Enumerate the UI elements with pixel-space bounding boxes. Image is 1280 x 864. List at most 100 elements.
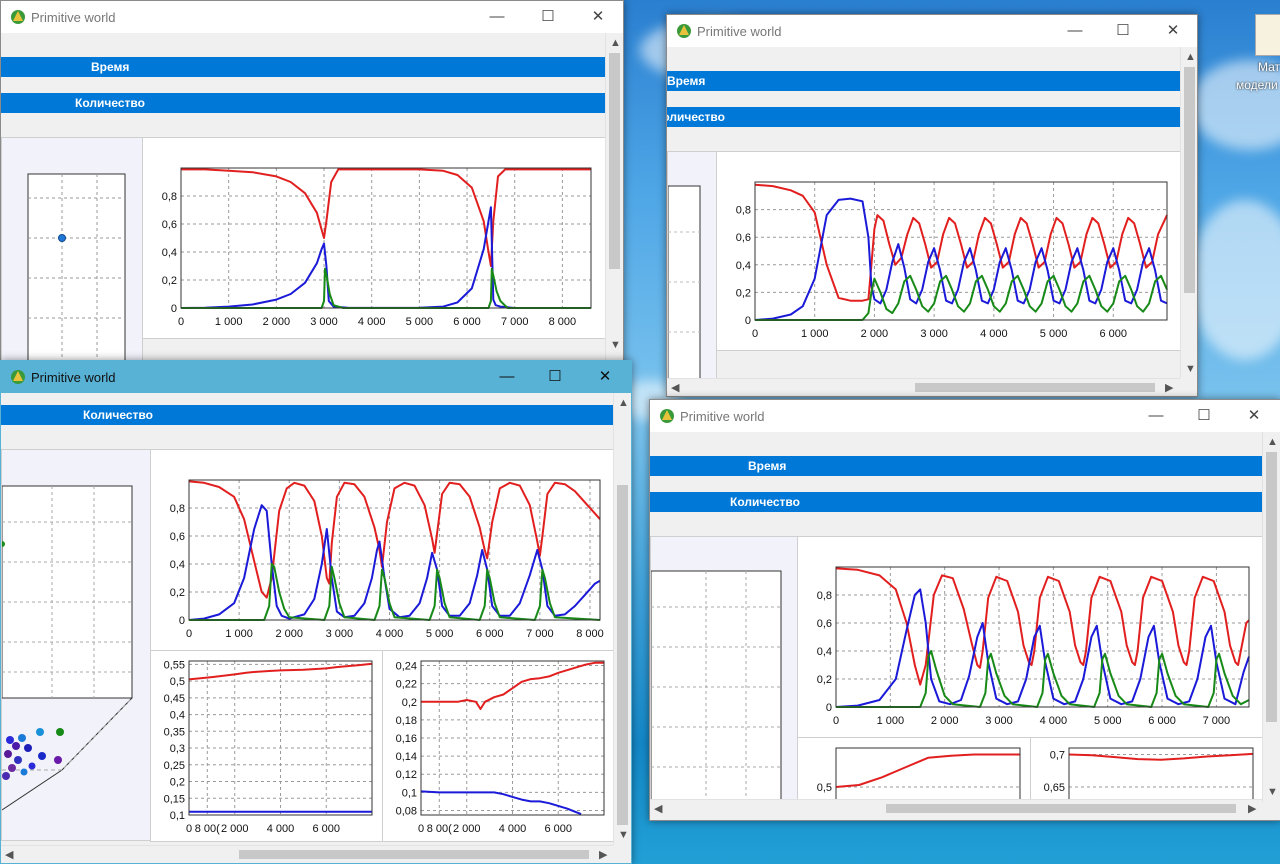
title-bar[interactable]: Primitive world — ☐ ✕ — [1, 361, 631, 393]
scroll-right-arrow[interactable]: ▶ — [1248, 803, 1257, 815]
horizontal-scrollbar[interactable]: ◀ ▶ — [667, 378, 1180, 396]
avg-prey-chart: 0,1 0,15 0,2 0,25 0,3 0,35 0,4 0,45 0,5 0,55 0 2 00… — [164, 659, 373, 835]
scrollbar-thumb[interactable] — [239, 850, 589, 859]
scrollbar-thumb[interactable] — [915, 383, 1155, 392]
scatter-3d-panel[interactable] — [1, 449, 151, 841]
avg-prey-chart-panel[interactable]: 0,5 — [797, 737, 1031, 801]
app-window[interactable]: Primitive world — ☐ ✕ Время Количество 0… — [0, 0, 624, 362]
main-chart-panel[interactable]: 0 0,2 0,4 0,6 0,8 0 1 000 2 000 3 000 4 000 5 000 6… — [150, 449, 615, 651]
main-chart-panel[interactable]: 0 0,2 0,4 0,6 0,8 0 1 000 2 000 3 000 4 000 5 000 6… — [716, 151, 1182, 351]
close-button[interactable]: ✕ — [598, 368, 612, 385]
maximize-button[interactable]: ☐ — [1116, 22, 1130, 39]
scroll-up-arrow[interactable]: ▲ — [610, 37, 621, 49]
scrollbar-thumb[interactable] — [609, 53, 620, 269]
scroll-up-arrow[interactable]: ▲ — [1185, 51, 1196, 63]
scroll-left-arrow[interactable]: ◀ — [654, 803, 663, 815]
scroll-down-arrow[interactable]: ▼ — [610, 339, 621, 351]
vertical-scrollbar[interactable]: ▲ ▼ — [1180, 47, 1197, 378]
scroll-down-arrow[interactable]: ▼ — [618, 829, 629, 841]
app-window[interactable]: Primitive world — ☐ ✕ Количество — [0, 360, 632, 864]
vertical-scrollbar[interactable]: ▲ ▼ — [1262, 432, 1280, 802]
count-bar-label: Количество — [730, 495, 800, 509]
horizontal-scrollbar[interactable]: ◀ ▶ — [650, 799, 1262, 817]
desktop-folder-icon[interactable] — [1255, 14, 1280, 56]
series-line-0 — [421, 661, 604, 710]
count-bar[interactable]: Количество — [650, 492, 1262, 512]
y-tick-label: 0 — [745, 315, 751, 327]
scatter-3d-panel[interactable] — [650, 536, 798, 802]
title-bar[interactable]: Primitive world — ☐ ✕ — [1, 1, 623, 33]
series-line-0 — [188, 480, 601, 599]
app-window[interactable]: Primitive world — ☐ ✕ Время Количество 0… — [649, 399, 1280, 821]
maximize-button[interactable]: ☐ — [541, 8, 555, 25]
main-chart-panel[interactable]: 0 0,2 0,4 0,6 0,8 0 1 000 2 000 3 000 4 000 5 000 6… — [797, 536, 1264, 738]
y-tick-label: 0,16 — [396, 733, 417, 745]
horizontal-scrollbar[interactable]: ◀ ▶ — [1, 845, 613, 863]
scroll-up-arrow[interactable]: ▲ — [618, 397, 629, 409]
population-chart: 0 0,2 0,4 0,6 0,8 0 1 000 2 000 3 000 4 000 5 000 6… — [162, 167, 592, 328]
y-tick-label: 0,24 — [396, 661, 417, 673]
y-tick-label: 0,6 — [170, 531, 185, 543]
x-tick-label: 4 000 — [267, 823, 295, 835]
count-bar[interactable]: Количество — [667, 107, 1180, 127]
time-bar[interactable]: Время — [650, 456, 1262, 476]
cloud — [1190, 60, 1280, 150]
close-button[interactable]: ✕ — [591, 8, 605, 25]
main-chart-panel[interactable]: 0 0,2 0,4 0,6 0,8 0 1 000 2 000 3 000 4 000 5 000 6… — [142, 137, 606, 339]
scroll-up-arrow[interactable]: ▲ — [1267, 436, 1278, 448]
y-tick-label: 0,8 — [162, 191, 177, 203]
scrollbar-thumb[interactable] — [886, 804, 1236, 813]
scatter-3d-panel[interactable] — [1, 137, 143, 361]
time-bar[interactable]: Время — [667, 71, 1180, 91]
scroll-left-arrow[interactable]: ◀ — [671, 382, 680, 394]
count-bar[interactable]: Количество — [1, 93, 605, 113]
x-tick-label: 0 — [186, 823, 192, 835]
maximize-button[interactable]: ☐ — [548, 368, 562, 385]
time-bar-label: Время — [748, 459, 787, 473]
series-line-0 — [835, 753, 1020, 788]
minimize-button[interactable]: — — [499, 368, 515, 385]
y-tick-label: 0 — [171, 303, 177, 315]
x-tick-label: 3 000 — [326, 628, 354, 640]
vertical-scrollbar[interactable]: ▲ ▼ — [605, 33, 623, 361]
count-bar[interactable]: Количество — [1, 405, 613, 425]
scatter-3d-panel[interactable] — [667, 151, 717, 383]
x-tick-label: 4 000 — [980, 328, 1008, 340]
app-window[interactable]: Primitive world — ☐ ✕ Время Количество 0… — [666, 14, 1198, 397]
vertical-scrollbar[interactable]: ▲ ▼ — [613, 393, 631, 845]
x-tick-label: 0 — [418, 823, 424, 835]
plot-area — [188, 479, 601, 621]
scroll-right-arrow[interactable]: ▶ — [1165, 382, 1174, 394]
y-tick-label: 0,55 — [164, 659, 185, 671]
avg-predator-chart-panel[interactable]: 0,7 0,65 — [1030, 737, 1264, 801]
y-tick-label: 0,5 — [817, 782, 832, 794]
scroll-left-arrow[interactable]: ◀ — [5, 849, 14, 861]
series-line-1 — [420, 790, 582, 816]
close-button[interactable]: ✕ — [1166, 22, 1180, 39]
minimize-button[interactable]: — — [489, 8, 505, 25]
avg-predator-chart-panel[interactable]: 0,08 0,1 0,12 0,14 0,16 0,18 0,2 0,22 0,24 0 2 000… — [382, 650, 615, 842]
series-line-0 — [754, 183, 1168, 302]
desktop-icon-label[interactable]: Мат — [1258, 60, 1280, 74]
title-bar[interactable]: Primitive world — ☐ ✕ — [667, 15, 1197, 47]
series-line-1 — [754, 197, 1168, 321]
close-button[interactable]: ✕ — [1247, 407, 1261, 424]
scrollbar-thumb[interactable] — [617, 485, 628, 825]
time-bar[interactable]: Время — [1, 57, 605, 77]
desktop-icon-label[interactable]: модели — [1236, 78, 1278, 92]
minimize-button[interactable]: — — [1148, 407, 1164, 424]
scrollbar-thumb[interactable] — [1184, 67, 1195, 293]
plot-area — [835, 747, 1021, 801]
population-chart: 0 0,2 0,4 0,6 0,8 0 1 000 2 000 3 000 4 000 5 000 6… — [736, 181, 1168, 340]
scrollbar-thumb[interactable] — [1266, 452, 1277, 722]
maximize-button[interactable]: ☐ — [1197, 407, 1211, 424]
scroll-down-arrow[interactable]: ▼ — [1185, 363, 1196, 375]
x-tick-label: 5 000 — [406, 316, 434, 328]
minimize-button[interactable]: — — [1067, 22, 1083, 39]
scroll-right-arrow[interactable]: ▶ — [599, 849, 608, 861]
avg-prey-chart-panel[interactable]: 0,1 0,15 0,2 0,25 0,3 0,35 0,4 0,45 0,5 0,55 0 2 00… — [150, 650, 383, 842]
y-tick-label: 0,8 — [736, 205, 751, 217]
title-bar[interactable]: Primitive world — ☐ ✕ — [650, 400, 1280, 432]
scroll-down-arrow[interactable]: ▼ — [1267, 786, 1278, 798]
x-tick-label: 4 000 — [499, 823, 527, 835]
